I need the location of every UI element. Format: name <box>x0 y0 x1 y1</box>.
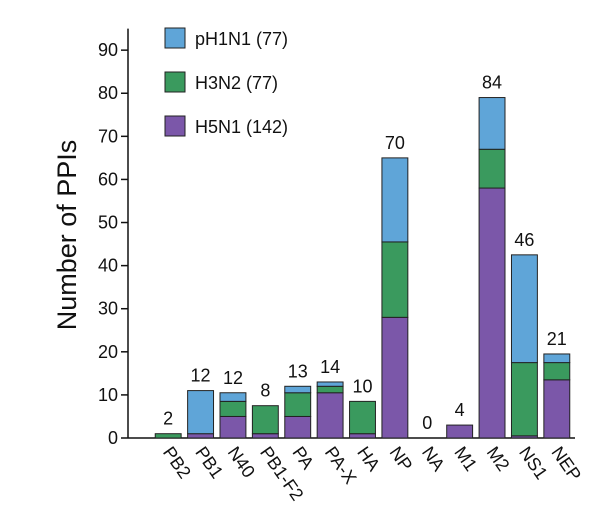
y-tick-label: 50 <box>98 213 118 233</box>
y-tick-label: 20 <box>98 342 118 362</box>
bar-segment <box>543 379 571 439</box>
bar-segment <box>284 392 312 417</box>
bar-segment <box>478 187 506 439</box>
bar-segment <box>478 148 506 189</box>
bar-total-label: 12 <box>191 366 211 386</box>
x-tick-label: NS1 <box>515 443 551 483</box>
x-tick-label: PB2 <box>159 443 195 482</box>
bar-segment <box>543 353 571 364</box>
y-tick-label: 70 <box>98 126 118 146</box>
x-tick-label: PB1 <box>191 443 227 482</box>
bar-segment <box>316 392 344 439</box>
bar-segment <box>349 433 376 439</box>
bar-total-label: 46 <box>514 230 534 250</box>
bar-segment <box>284 385 312 394</box>
x-tick-label: NA <box>418 443 449 475</box>
bar-segment <box>316 385 344 394</box>
bar-segment <box>187 433 215 439</box>
bar-total-label: 12 <box>223 368 243 388</box>
bar-segment <box>316 381 344 387</box>
bar-segment <box>478 97 506 150</box>
bar-segment <box>349 400 376 435</box>
legend-swatch <box>164 71 186 93</box>
y-tick-label: 10 <box>98 385 118 405</box>
bar-total-label: 84 <box>482 73 502 93</box>
bar-total-label: 14 <box>320 357 340 377</box>
bar-segment <box>187 390 215 435</box>
legend-swatch <box>164 115 186 137</box>
bar-segment <box>510 254 538 364</box>
bar-segment <box>543 362 571 381</box>
x-tick-label: PA <box>288 443 317 473</box>
bar-segment <box>251 405 279 435</box>
y-tick-label: 90 <box>98 40 118 60</box>
y-axis-label: Number of PPIs <box>52 140 82 331</box>
y-tick-label: 80 <box>98 83 118 103</box>
y-tick-label: 0 <box>108 428 118 448</box>
bar-segment <box>219 400 247 417</box>
bar-segment <box>219 415 247 439</box>
y-tick-label: 60 <box>98 169 118 189</box>
x-tick-label: PA-X <box>321 443 361 488</box>
bar-segment <box>284 415 312 439</box>
bar-total-label: 8 <box>260 381 270 401</box>
legend-label: H5N1 (142) <box>195 117 288 137</box>
bar-total-label: 2 <box>163 409 173 429</box>
bar-total-label: 10 <box>352 376 372 396</box>
x-tick-label: N40 <box>224 443 259 482</box>
bar-segment <box>381 316 409 439</box>
x-tick-label: NP <box>386 443 417 475</box>
bar-total-label: 70 <box>385 133 405 153</box>
x-tick-label: M1 <box>450 443 481 475</box>
legend-swatch <box>164 27 186 49</box>
bar-total-label: 13 <box>288 361 308 381</box>
x-tick-label: M2 <box>483 443 514 475</box>
bar-segment <box>381 241 409 318</box>
bar-total-label: 21 <box>547 329 567 349</box>
bar-total-label: 0 <box>422 413 432 433</box>
y-tick-label: 40 <box>98 256 118 276</box>
y-tick-label: 30 <box>98 299 118 319</box>
bar-segment <box>381 157 409 243</box>
bar-segment <box>154 433 182 439</box>
bar-segment <box>251 433 279 439</box>
bar-total-label: 4 <box>455 400 465 420</box>
legend-label: H3N2 (77) <box>195 73 278 93</box>
bar-segment <box>446 424 474 439</box>
bar-segment <box>219 392 247 402</box>
x-tick-label: HA <box>353 443 384 475</box>
x-tick-label: NEP <box>548 443 586 485</box>
bar-segment <box>510 362 538 437</box>
legend-label: pH1N1 (77) <box>195 29 288 49</box>
